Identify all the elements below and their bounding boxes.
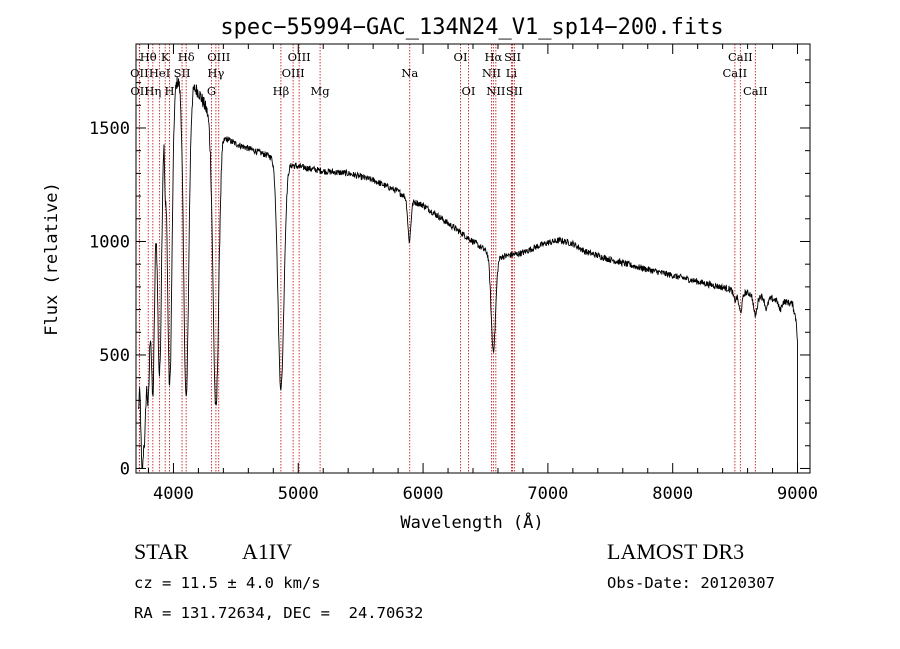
plot-frame xyxy=(135,43,811,474)
line-label: OI xyxy=(454,50,468,64)
line-label: Hη xyxy=(144,84,161,98)
line-label: Hβ xyxy=(273,84,290,98)
object-subclass: A1IV xyxy=(242,539,293,564)
line-label: Na xyxy=(401,66,418,80)
line-label: OII xyxy=(130,66,149,80)
line-label: H xyxy=(165,84,175,98)
line-label: Hγ xyxy=(207,66,224,80)
line-label: Mg xyxy=(311,84,331,98)
y-axis-label: Flux (relative) xyxy=(42,182,62,336)
chart-title: spec−55994−GAC_134N24_V1_sp14−200.fits xyxy=(220,15,723,40)
y-tick-label: 1000 xyxy=(89,232,130,252)
spectrum-line xyxy=(138,76,798,469)
y-tick-label: 1500 xyxy=(89,119,130,139)
line-label: CaII xyxy=(722,66,747,80)
line-label: Li xyxy=(506,66,518,80)
line-label: HeI xyxy=(149,66,170,80)
x-tick-label: 8000 xyxy=(652,484,693,504)
line-label: OIII xyxy=(207,50,230,64)
line-label: OI xyxy=(462,84,476,98)
line-label: Hα xyxy=(484,50,502,64)
line-label: NII xyxy=(486,84,505,98)
x-tick-label: 7000 xyxy=(527,484,568,504)
x-tick-label: 6000 xyxy=(403,484,444,504)
line-label: CaII xyxy=(743,84,768,98)
coordinates-readout: RA = 131.72634, DEC = 24.70632 xyxy=(134,604,424,622)
line-label: K xyxy=(161,50,170,64)
survey-label: LAMOST DR3 xyxy=(607,539,745,564)
y-axis: 0 500 1000 1500 xyxy=(89,59,810,479)
line-label: SII xyxy=(174,66,191,80)
line-label: SII xyxy=(506,84,523,98)
line-label: Hδ xyxy=(178,50,195,64)
spectral-line-markers xyxy=(138,44,756,473)
line-label: OII xyxy=(130,84,149,98)
line-label: SII xyxy=(504,50,521,64)
y-tick-label: 500 xyxy=(99,346,130,366)
x-tick-label: 4000 xyxy=(153,484,194,504)
redshift-readout: cz = 11.5 ± 4.0 km/s xyxy=(134,574,321,592)
y-tick-label: 0 xyxy=(120,459,130,479)
x-tick-label: 5000 xyxy=(278,484,319,504)
observation-date: Obs-Date: 20120307 xyxy=(607,574,775,592)
x-axis-label: Wavelength (Å) xyxy=(400,511,543,533)
spectral-line-labels: Hθ OII OII K HeI Hη H Hδ SII OIII Hγ G OIII OIII Hβ Mg N… xyxy=(130,50,768,98)
line-label: OIII xyxy=(282,66,305,80)
x-axis: 4000 5000 6000 7000 8000 9000 xyxy=(147,44,818,504)
line-label: CaII xyxy=(728,50,753,64)
line-label: OIII xyxy=(288,50,311,64)
line-label: Hθ xyxy=(140,50,157,64)
line-label: NII xyxy=(482,66,501,80)
object-class-label: STAR xyxy=(134,539,189,564)
x-tick-label: 9000 xyxy=(777,484,818,504)
line-label: G xyxy=(207,84,216,98)
